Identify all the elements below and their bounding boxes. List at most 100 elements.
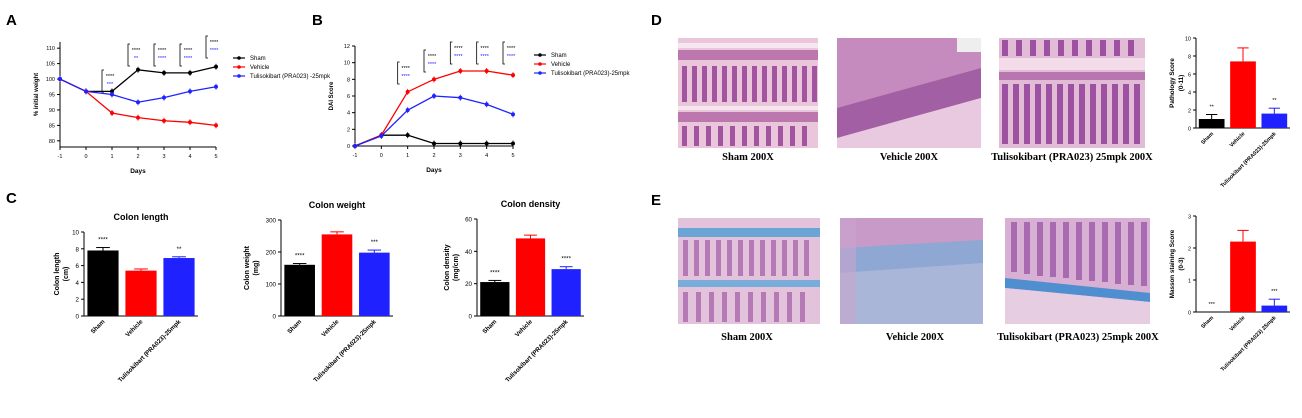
y-tick-label: 12: [344, 44, 350, 50]
legend-swatch-dot: [237, 65, 241, 69]
data-point: [110, 89, 114, 94]
significance-label: ****: [98, 237, 108, 244]
panel-letter-d: D: [651, 12, 662, 29]
significance-label: ****: [507, 54, 516, 60]
y-tick-label: 8: [76, 246, 80, 253]
caption-d-vehicle: Vehicle 200X: [879, 152, 939, 163]
y-tick-label: 0: [1188, 311, 1191, 317]
significance-label: ****: [158, 48, 167, 54]
data-point: [136, 100, 140, 105]
caption-e-tulisokibart: Tulisokibart (PRA023) 25mpk 200X: [997, 332, 1159, 343]
significance-bracket: [153, 43, 156, 67]
bar: [1198, 119, 1225, 128]
data-point: [58, 77, 62, 82]
significance-label: ****: [428, 62, 437, 68]
significance-label: ****: [401, 66, 410, 72]
y-tick-label: 100: [266, 282, 277, 289]
y-axis-label: Masson staining Score: [1169, 229, 1176, 298]
y-tick-label: 85: [49, 123, 55, 129]
significance-label: ****: [454, 46, 463, 52]
data-point: [432, 94, 436, 98]
chart-title: Colon length: [114, 212, 169, 222]
category-label: Sham: [1200, 315, 1215, 330]
y-tick-label: 90: [49, 108, 55, 114]
caption-d-tulisokibart: Tulisokibart (PRA023) 25mpk 200X: [991, 152, 1153, 163]
y-tick-label: 105: [46, 62, 55, 68]
y-tick-label: 20: [465, 281, 472, 288]
bar: [125, 270, 157, 316]
data-point: [214, 123, 218, 128]
y-axis-label: (cm): [63, 267, 70, 282]
legend-label: Tulisokibart (PRA023)-25mpk: [551, 71, 630, 77]
x-tick-label: 4: [485, 153, 488, 159]
masson-micrograph-vehicle: [840, 218, 983, 324]
bar: [551, 269, 581, 316]
y-tick-label: 200: [266, 250, 277, 257]
x-tick-label: 5: [214, 154, 217, 160]
y-tick-label: 8: [347, 77, 350, 83]
significance-label: **: [1272, 98, 1277, 104]
significance-label: ****: [295, 253, 305, 260]
data-point: [110, 111, 114, 116]
caption-e-sham: Sham 200X: [721, 332, 773, 343]
category-label: Vehicle: [1229, 315, 1247, 333]
significance-label: ****: [106, 74, 115, 80]
data-point: [511, 112, 515, 117]
y-tick-label: 0: [469, 314, 473, 321]
x-tick-label: 3: [459, 153, 462, 159]
significance-label: ***: [1208, 302, 1215, 308]
significance-label: ****: [561, 256, 571, 263]
significance-bracket: [397, 61, 400, 85]
significance-bracket: [101, 69, 104, 93]
data-point: [458, 95, 463, 100]
data-point: [484, 102, 489, 107]
y-tick-label: 2: [1188, 247, 1191, 253]
legend-label: Vehicle: [250, 65, 270, 71]
data-point: [405, 89, 410, 94]
x-tick-label: 3: [162, 154, 165, 160]
significance-label: ****: [490, 269, 500, 276]
legend-swatch-dot: [538, 71, 542, 75]
x-tick-label: 2: [136, 154, 139, 160]
significance-bracket: [476, 41, 479, 65]
chart-title: Colon density: [501, 199, 561, 209]
y-tick-label: 0: [1188, 127, 1191, 133]
y-tick-label: 0: [273, 314, 277, 321]
data-point: [110, 92, 114, 97]
legend-swatch-dot: [237, 74, 241, 78]
he-micrograph-tulisokibart: [999, 38, 1145, 148]
y-tick-label: 2: [347, 127, 350, 133]
x-tick-label: 1: [110, 154, 113, 160]
panel-letter-a: A: [6, 12, 17, 29]
bar: [321, 234, 353, 316]
data-point: [162, 118, 166, 123]
significance-label: ****: [507, 46, 516, 52]
y-axis-label: (mg): [253, 260, 260, 275]
significance-label: **: [134, 56, 139, 62]
bar: [359, 252, 390, 316]
weight-line-chart: -1 0 1 2 3 4 5 80 85 90 95 100 105 110 Days % initial w…: [34, 35, 331, 175]
data-point: [214, 84, 218, 89]
y-tick-label: 6: [347, 94, 350, 100]
x-axis-label: Days: [130, 168, 146, 175]
significance-label: ***: [1271, 289, 1278, 295]
y-axis-label: % initial weight: [34, 73, 40, 116]
y-tick-label: 100: [46, 77, 55, 83]
significance-bracket: [502, 41, 505, 65]
bar: [87, 250, 119, 316]
y-axis-label: (mg/cm): [453, 254, 460, 281]
legend-label: Sham: [551, 53, 567, 59]
significance-label: **: [177, 246, 182, 253]
data-point: [188, 120, 192, 125]
data-point: [136, 67, 140, 72]
data-point: [405, 133, 410, 138]
y-tick-label: 40: [465, 249, 472, 256]
panel-letter-c: C: [6, 190, 17, 207]
data-point: [162, 95, 166, 100]
data-point: [214, 64, 218, 69]
y-axis-label: Pathology Score: [1169, 58, 1176, 108]
bar: [1230, 241, 1256, 312]
x-tick-label: 2: [432, 153, 435, 159]
significance-label: ***: [371, 239, 379, 246]
